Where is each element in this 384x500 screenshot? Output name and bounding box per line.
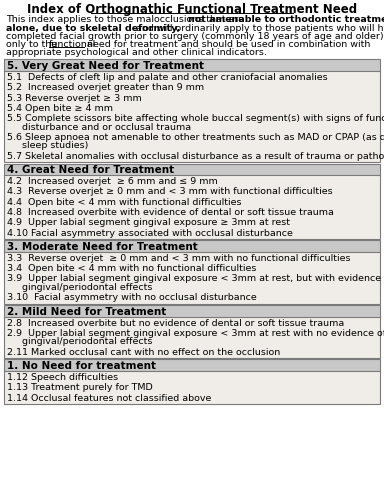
Bar — [4, 360, 380, 371]
Bar — [4, 71, 380, 162]
Text: 5.2  Increased overjet greater than 9 mm: 5.2 Increased overjet greater than 9 mm — [7, 84, 204, 92]
Bar — [4, 240, 380, 252]
Text: 1.14 Occlusal features not classified above: 1.14 Occlusal features not classified ab… — [7, 394, 211, 402]
Text: sleep studies): sleep studies) — [7, 142, 88, 150]
Text: functional: functional — [49, 40, 96, 49]
Text: need for treatment and should be used in combination with: need for treatment and should be used in… — [84, 40, 371, 49]
Text: Index of Orthognathic Functional Treatment Need: Index of Orthognathic Functional Treatme… — [27, 3, 357, 16]
Text: 2. Mild Need for Treatment: 2. Mild Need for Treatment — [7, 307, 166, 317]
Bar — [4, 316, 380, 358]
Text: 5.5 Complete scissors bite affecting whole buccal segment(s) with signs of funct: 5.5 Complete scissors bite affecting who… — [7, 114, 384, 123]
Bar — [4, 305, 380, 316]
Text: disturbance and or occlusal trauma: disturbance and or occlusal trauma — [7, 122, 191, 132]
Text: 3.9  Upper labial segment gingival exposure < 3mm at rest, but with evidence of: 3.9 Upper labial segment gingival exposu… — [7, 274, 384, 283]
Text: 1.13 Treatment purely for TMD: 1.13 Treatment purely for TMD — [7, 384, 153, 392]
Bar — [4, 252, 380, 304]
Bar — [4, 305, 380, 358]
Text: 5.6 Sleep apnoea not amenable to other treatments such as MAD or CPAP (as determ: 5.6 Sleep apnoea not amenable to other t… — [7, 133, 384, 142]
Bar — [4, 240, 380, 304]
Text: 1. No Need for treatment: 1. No Need for treatment — [7, 362, 156, 372]
Text: 5.4 Open bite ≥ 4 mm: 5.4 Open bite ≥ 4 mm — [7, 104, 113, 113]
Bar — [4, 164, 380, 239]
Text: appropriate psychological and other clinical indicators.: appropriate psychological and other clin… — [6, 48, 267, 58]
Text: 2.9  Upper labial segment gingival exposure < 3mm at rest with no evidence of: 2.9 Upper labial segment gingival exposu… — [7, 329, 384, 338]
Text: 5.1  Defects of cleft lip and palate and other craniofacial anomalies: 5.1 Defects of cleft lip and palate and … — [7, 73, 328, 82]
Bar — [4, 175, 380, 239]
Text: and will ordinarily apply to those patients who will have: and will ordinarily apply to those patie… — [133, 24, 384, 32]
Text: 4. Great Need for Treatment: 4. Great Need for Treatment — [7, 166, 174, 175]
Text: 4.4  Open bite < 4 mm with functional difficulties: 4.4 Open bite < 4 mm with functional dif… — [7, 198, 242, 206]
Text: 1.12 Speech difficulties: 1.12 Speech difficulties — [7, 373, 118, 382]
Text: This index applies to those malocclusions that are: This index applies to those malocclusion… — [6, 16, 247, 24]
Text: 4.9  Upper labial segment gingival exposure ≥ 3mm at rest: 4.9 Upper labial segment gingival exposu… — [7, 218, 290, 228]
Text: 4.10 Facial asymmetry associated with occlusal disturbance: 4.10 Facial asymmetry associated with oc… — [7, 228, 293, 237]
Text: 5.3 Reverse overjet ≥ 3 mm: 5.3 Reverse overjet ≥ 3 mm — [7, 94, 142, 102]
Text: 4.8  Increased overbite with evidence of dental or soft tissue trauma: 4.8 Increased overbite with evidence of … — [7, 208, 334, 217]
Text: 3. Moderate Need for Treatment: 3. Moderate Need for Treatment — [7, 242, 198, 252]
Bar — [4, 60, 380, 71]
Text: alone, due to skeletal deformity,: alone, due to skeletal deformity, — [6, 24, 180, 32]
Text: not amenable to orthodontic treatment: not amenable to orthodontic treatment — [187, 16, 384, 24]
Bar — [4, 60, 380, 162]
Text: 2.11 Marked occlusal cant with no effect on the occlusion: 2.11 Marked occlusal cant with no effect… — [7, 348, 280, 356]
Bar — [4, 360, 380, 404]
Text: 3.10  Facial asymmetry with no occlusal disturbance: 3.10 Facial asymmetry with no occlusal d… — [7, 294, 257, 302]
Text: 2.8  Increased overbite but no evidence of dental or soft tissue trauma: 2.8 Increased overbite but no evidence o… — [7, 318, 344, 328]
Text: gingival/periodontal effects: gingival/periodontal effects — [7, 338, 152, 346]
Text: 3.3  Reverse overjet  ≥ 0 mm and < 3 mm with no functional difficulties: 3.3 Reverse overjet ≥ 0 mm and < 3 mm wi… — [7, 254, 351, 263]
Text: only to the: only to the — [6, 40, 60, 49]
Text: 3.4  Open bite < 4 mm with no functional difficulties: 3.4 Open bite < 4 mm with no functional … — [7, 264, 257, 273]
Text: 5. Very Great Need for Treatment: 5. Very Great Need for Treatment — [7, 62, 204, 72]
Bar — [4, 164, 380, 175]
Text: gingival/periodontal effects: gingival/periodontal effects — [7, 283, 152, 292]
Bar — [4, 371, 380, 404]
Text: 4.2  Increased overjet  ≥ 6 mm and ≤ 9 mm: 4.2 Increased overjet ≥ 6 mm and ≤ 9 mm — [7, 177, 218, 186]
Text: 5.7 Skeletal anomalies with occlusal disturbance as a result of trauma or pathol: 5.7 Skeletal anomalies with occlusal dis… — [7, 152, 384, 161]
Text: completed facial growth prior to surgery (commonly 18 years of age and older). I: completed facial growth prior to surgery… — [6, 32, 384, 41]
Text: 4.3  Reverse overjet ≥ 0 mm and < 3 mm with functional difficulties: 4.3 Reverse overjet ≥ 0 mm and < 3 mm wi… — [7, 188, 333, 196]
